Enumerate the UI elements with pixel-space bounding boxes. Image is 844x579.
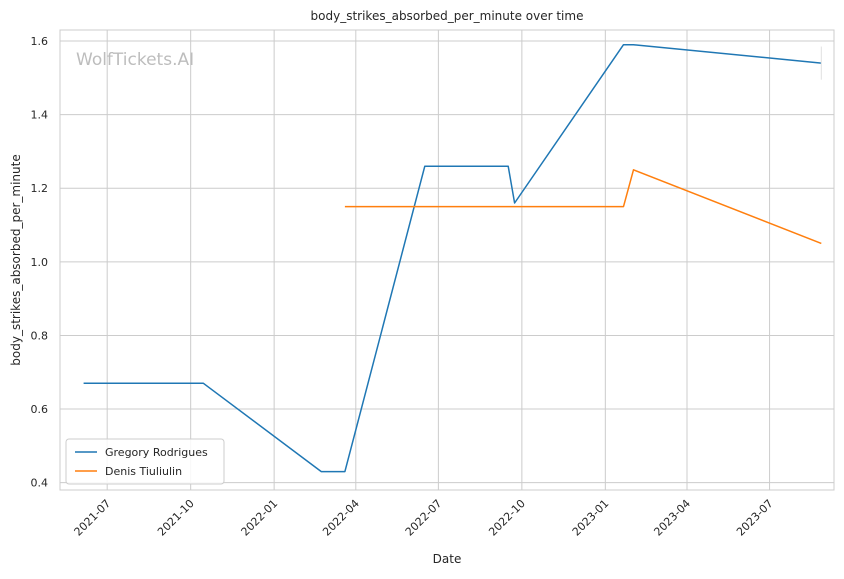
y-tick-label: 0.6: [31, 403, 49, 416]
y-tick-label: 1.2: [31, 182, 49, 195]
y-tick-label: 1.6: [31, 35, 49, 48]
plot-area: [59, 29, 835, 491]
y-tick-label: 1.0: [31, 256, 49, 269]
x-tick-label: 2021-07: [72, 497, 114, 539]
x-tick-label: 2023-07: [734, 497, 776, 539]
series-line-0: [83, 43, 822, 473]
legend-entry-label: Gregory Rodrigues: [105, 446, 208, 459]
x-tick-label: 2022-04: [320, 497, 362, 539]
series-lines: [83, 43, 822, 473]
x-tick-label: 2022-01: [239, 497, 281, 539]
legend-box: [65, 438, 225, 485]
x-tick-label: 2022-07: [403, 497, 445, 539]
watermark: WolfTickets.AI: [76, 50, 194, 70]
series-line-1: [344, 169, 822, 245]
x-tick-label: 2023-04: [651, 497, 693, 539]
legend-entry-label: Denis Tiuliulin: [105, 465, 182, 478]
x-tick-label: 2021-10: [155, 497, 197, 539]
x-tick-label: 2022-10: [486, 497, 528, 539]
legend: Gregory Rodrigues Denis Tiuliulin: [65, 438, 225, 485]
y-tick-label: 1.4: [31, 109, 49, 122]
y-tick-label: 0.8: [31, 329, 49, 342]
x-tick-label: 2023-01: [570, 497, 612, 539]
chart-title: body_strikes_absorbed_per_minute over ti…: [311, 9, 584, 23]
y-tick-label: 0.4: [31, 477, 49, 490]
y-axis-label: body_strikes_absorbed_per_minute: [9, 154, 23, 365]
x-axis-label: Date: [433, 552, 462, 566]
grid: [60, 30, 834, 490]
